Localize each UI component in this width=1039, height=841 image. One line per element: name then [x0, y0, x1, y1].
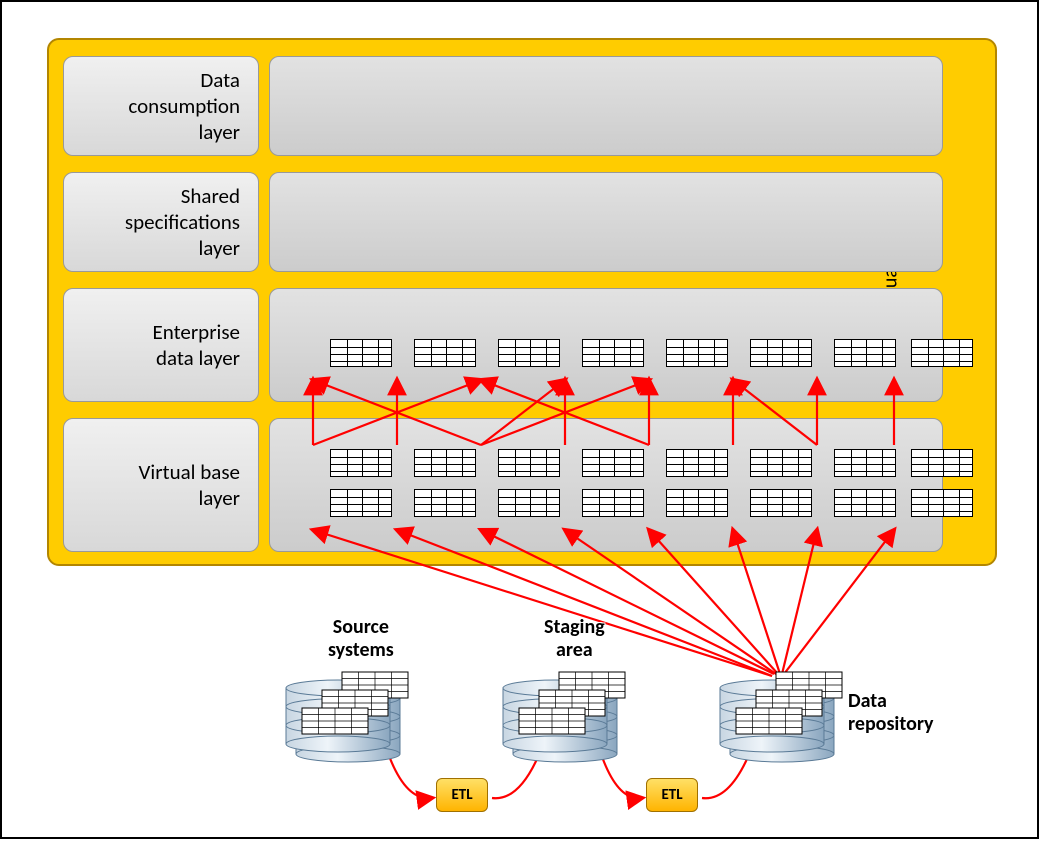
etl-label: ETL: [451, 786, 472, 804]
text: Enterprise: [152, 319, 240, 345]
table-icon: [414, 449, 476, 477]
text: Shared: [181, 183, 240, 209]
layer-shared-label: Shared specifications layer: [63, 172, 259, 272]
table-icon: [414, 339, 476, 367]
table-icon: [834, 449, 896, 477]
table-icon: [330, 489, 392, 517]
table-icon: [582, 489, 644, 517]
etl-label: ETL: [661, 786, 682, 804]
text: layer: [198, 119, 240, 145]
layer-virtual: Virtual base layer: [63, 418, 943, 552]
table-icon: [834, 339, 896, 367]
table-icon: [498, 489, 560, 517]
layer-virtual-label: Virtual base layer: [63, 418, 259, 552]
table-icon: [582, 449, 644, 477]
table-icon: [330, 339, 392, 367]
table-icon: [750, 489, 812, 517]
table-icon: [498, 339, 560, 367]
layer-shared-content: [269, 172, 943, 272]
table-icon: [582, 339, 644, 367]
table-icon: [750, 339, 812, 367]
db-label-source-systems: Sourcesystems: [328, 616, 394, 662]
table-icon: [834, 489, 896, 517]
layer-consumption-content: [269, 56, 943, 156]
layer-virtual-content: [269, 418, 943, 552]
table-icon: [666, 489, 728, 517]
etl-box-1: ETL: [436, 778, 488, 812]
layer-enterprise-content: [269, 288, 943, 402]
text: layer: [198, 235, 240, 261]
text: layer: [198, 485, 240, 511]
text: Virtual base: [138, 459, 240, 485]
table-icon: [498, 449, 560, 477]
text: Data: [200, 67, 240, 93]
table-icon: [750, 449, 812, 477]
layer-enterprise: Enterprise data layer: [63, 288, 943, 402]
text: data layer: [156, 345, 240, 371]
layer-enterprise-label: Enterprise data layer: [63, 288, 259, 402]
diagram-frame: JDV Data Virtualization Data consumption…: [0, 0, 1039, 839]
table-icon: [911, 339, 973, 367]
jdv-container: JDV Data Virtualization Data consumption…: [47, 38, 997, 566]
text: specifications: [125, 209, 240, 235]
db-label-staging-area: Stagingarea: [544, 616, 605, 662]
table-icon: [330, 449, 392, 477]
text: consumption: [128, 93, 240, 119]
etl-box-2: ETL: [646, 778, 698, 812]
table-icon: [414, 489, 476, 517]
layer-consumption-label: Data consumption layer: [63, 56, 259, 156]
table-icon: [666, 339, 728, 367]
table-icon: [911, 489, 973, 517]
table-icon: [911, 449, 973, 477]
table-icon: [666, 449, 728, 477]
layer-consumption: Data consumption layer: [63, 56, 943, 156]
db-label-data-repository: Datarepository: [848, 690, 934, 736]
layer-shared: Shared specifications layer: [63, 172, 943, 272]
